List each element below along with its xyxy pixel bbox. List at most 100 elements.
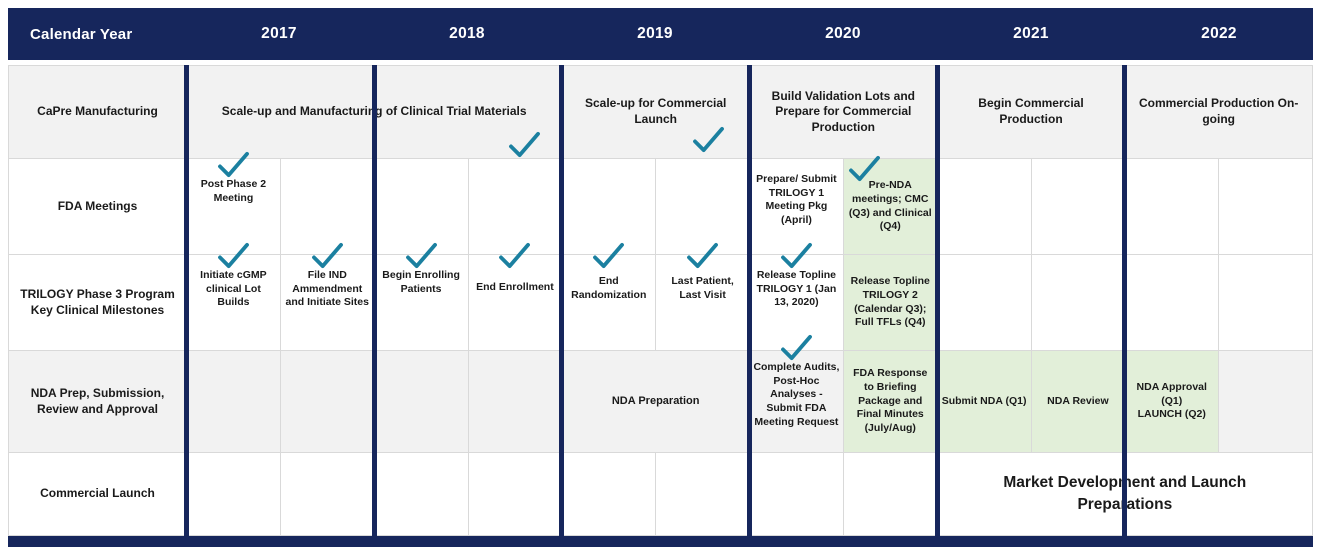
year-divider xyxy=(935,65,940,536)
capre-2022-cell: Commercial Production On-going xyxy=(1125,66,1312,158)
milestone-text: NDA Review xyxy=(1047,394,1109,407)
empty-cell xyxy=(937,255,1031,350)
milestone-submit-nda: Submit NDA (Q1) xyxy=(937,351,1031,452)
milestone-text: NDA Approval (Q1) LAUNCH (Q2) xyxy=(1129,381,1214,422)
row-label-fda: FDA Meetings xyxy=(9,159,186,254)
empty-cell xyxy=(374,453,468,535)
check-icon xyxy=(217,151,249,178)
milestone-text: FDA Response to Briefing Package and Fin… xyxy=(853,367,928,434)
check-icon xyxy=(217,242,249,269)
milestone-text: File IND Ammendment and Initiate Sites xyxy=(285,269,369,309)
milestone-nda-approval-launch: NDA Approval (Q1) LAUNCH (Q2) xyxy=(1125,351,1219,452)
check-icon xyxy=(780,334,812,361)
capre-2021-cell: Begin Commercial Production xyxy=(937,66,1125,158)
empty-cell xyxy=(1125,159,1219,254)
milestone-text: Prepare/ Submit TRILOGY 1 Meeting Pkg (A… xyxy=(756,173,837,226)
check-icon xyxy=(405,242,437,269)
year-2019: 2019 xyxy=(637,25,673,42)
empty-cell xyxy=(656,159,749,254)
milestone-begin-enrolling-patients: Begin Enrolling Patients xyxy=(374,242,468,350)
empty-cell xyxy=(280,159,374,254)
year-2017: 2017 xyxy=(261,25,297,42)
empty-cell xyxy=(937,159,1031,254)
empty-cell xyxy=(1125,255,1219,350)
check-icon xyxy=(687,242,719,269)
milestone-end-enrollment: End Enrollment xyxy=(468,242,562,350)
milestone-nda-preparation: NDA Preparation xyxy=(562,351,749,452)
year-divider xyxy=(1122,65,1127,536)
empty-cell xyxy=(656,453,749,535)
milestone-release-topline-trilogy2: Release Topline TRILOGY 2 (Calendar Q3);… xyxy=(843,255,937,350)
empty-cell xyxy=(1031,255,1125,350)
capre-2021-text: Begin Commercial Production xyxy=(978,96,1084,126)
calendar-year-label: Calendar Year xyxy=(30,25,133,43)
milestone-last-patient-last-visit: Last Patient, Last Visit xyxy=(656,242,749,350)
row-fda-meetings: FDA Meetings Post Phase 2 Meeting Prepar… xyxy=(9,151,1312,254)
empty-cell xyxy=(562,453,656,535)
empty-cell xyxy=(468,453,562,535)
capre-2022-text: Commercial Production On-going xyxy=(1138,96,1299,126)
empty-cell xyxy=(1219,159,1312,254)
empty-cell xyxy=(1219,351,1312,452)
milestone-initiate-cgmp-lot-builds: Initiate cGMP clinical Lot Builds xyxy=(187,242,280,350)
milestone-text: End Randomization xyxy=(571,275,647,301)
year-2018: 2018 xyxy=(449,25,485,42)
milestone-text: Begin Enrolling Patients xyxy=(382,269,460,295)
check-icon xyxy=(780,242,812,269)
year-2022: 2022 xyxy=(1201,25,1237,42)
empty-cell xyxy=(468,351,562,452)
milestone-nda-review: NDA Review xyxy=(1031,351,1125,452)
row-commercial-launch: Commercial Launch Market Development and… xyxy=(9,453,1312,535)
milestone-text: Release Topline TRILOGY 1 (Jan 13, 2020) xyxy=(756,269,837,309)
row-trilogy-milestones: TRILOGY Phase 3 Program Key Clinical Mil… xyxy=(9,242,1312,350)
milestone-text: Pre-NDA meetings; CMC (Q3) and Clinical … xyxy=(848,179,932,233)
milestone-text: End Enrollment xyxy=(476,281,554,293)
empty-cell xyxy=(187,453,280,535)
check-icon xyxy=(509,131,541,158)
row-label-capre: CaPre Manufacturing xyxy=(9,66,186,158)
year-divider xyxy=(184,65,189,536)
capre-2019-cell: Scale-up for Commercial Launch xyxy=(562,66,749,158)
header-row: Calendar Year 2017 2018 2019 2020 2021 2… xyxy=(8,8,1313,60)
milestone-text: Complete Audits, Post-Hoc Analyses - Sub… xyxy=(753,361,840,428)
empty-cell xyxy=(280,351,374,452)
check-icon xyxy=(593,242,625,269)
milestone-post-phase2-meeting: Post Phase 2 Meeting xyxy=(187,151,280,254)
year-divider xyxy=(559,65,564,536)
year-2021: 2021 xyxy=(1013,25,1049,42)
milestone-fda-response-briefing: FDA Response to Briefing Package and Fin… xyxy=(843,351,937,452)
approval-line2: LAUNCH (Q2) xyxy=(1137,408,1206,421)
milestone-text: NDA Preparation xyxy=(611,395,700,408)
milestone-text: Last Patient, Last Visit xyxy=(671,275,734,301)
milestone-text: Submit NDA (Q1) xyxy=(941,394,1027,407)
year-divider xyxy=(372,65,377,536)
row-capre-manufacturing: CaPre Manufacturing Scale-up and Manufac… xyxy=(9,66,1312,182)
milestone-pre-nda-meetings: Pre-NDA meetings; CMC (Q3) and Clinical … xyxy=(843,159,937,254)
year-2020: 2020 xyxy=(825,25,861,42)
milestone-text: Release Topline TRILOGY 2 (Calendar Q3);… xyxy=(850,275,930,329)
milestone-text: Post Phase 2 Meeting xyxy=(200,178,267,204)
year-divider xyxy=(747,65,752,536)
milestone-complete-audits-submit-request: Complete Audits, Post-Hoc Analyses - Sub… xyxy=(750,334,843,452)
bottom-bar xyxy=(8,536,1313,547)
milestone-end-randomization: End Randomization xyxy=(562,242,656,350)
empty-cell xyxy=(750,453,843,535)
milestone-release-topline-trilogy1: Release Topline TRILOGY 1 (Jan 13, 2020) xyxy=(750,242,843,350)
empty-cell xyxy=(843,453,937,535)
capre-2020-text: Build Validation Lots and Prepare for Co… xyxy=(771,88,915,134)
empty-cell xyxy=(468,159,562,254)
milestone-file-ind-amendment: File IND Ammendment and Initiate Sites xyxy=(280,242,374,350)
check-icon xyxy=(499,242,531,269)
check-icon xyxy=(693,126,724,153)
check-icon xyxy=(848,155,880,182)
capre-2019-text: Scale-up for Commercial Launch xyxy=(584,96,727,126)
approval-line1: NDA Approval (Q1) xyxy=(1136,381,1207,407)
row-label-nda: NDA Prep, Submission, Review and Approva… xyxy=(9,351,186,452)
milestone-text: Initiate cGMP clinical Lot Builds xyxy=(200,269,267,309)
empty-cell xyxy=(562,159,656,254)
empty-cell xyxy=(1219,255,1312,350)
empty-cell xyxy=(280,453,374,535)
timeline-table: CaPre Manufacturing Scale-up and Manufac… xyxy=(8,65,1313,536)
empty-cell xyxy=(187,351,280,452)
